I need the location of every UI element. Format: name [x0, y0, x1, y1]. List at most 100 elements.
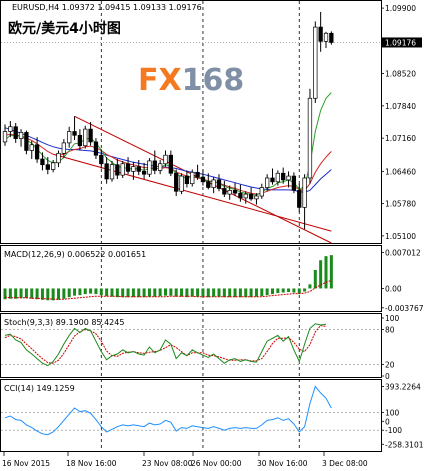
candle-body-61 [329, 32, 334, 43]
time-tick-label-2: 23 Nov 08:00 [142, 459, 193, 468]
current-price-badge [382, 37, 422, 48]
candle-59 [318, 11, 323, 52]
macd-bar-59 [319, 260, 323, 289]
watermark-168: 168 [182, 63, 245, 98]
candle-61 [329, 31, 334, 45]
candle-8 [45, 157, 50, 175]
candle-21 [115, 159, 120, 179]
stoch-main-line [4, 323, 327, 367]
macd-bar-6 [35, 288, 39, 300]
macd-tick-label-1: 0.00 [385, 284, 402, 293]
candle-body-23 [125, 163, 131, 172]
candle-55 [297, 183, 302, 213]
macd-bar-44 [238, 288, 242, 298]
macd-bar-18 [99, 288, 103, 296]
candle-body-10 [56, 152, 61, 164]
macd-tick-label-0: 0.007012 [385, 249, 421, 258]
macd-bar-26 [142, 288, 146, 298]
watermark-fx: FX [138, 63, 182, 98]
candle-body-25 [136, 166, 141, 172]
candle-45 [243, 191, 248, 204]
macd-bar-16 [89, 288, 93, 294]
candle-57 [307, 88, 313, 184]
macd-bar-52 [281, 288, 285, 293]
price-tick-label-0: 1.09900 [385, 4, 416, 13]
candle-body-39 [211, 179, 216, 188]
macd-bar-28 [153, 288, 157, 297]
candle-body-29 [158, 163, 163, 171]
candle-body-4 [24, 132, 29, 151]
macd-bar-15 [83, 288, 87, 295]
candle-28 [152, 150, 157, 175]
candle-48 [259, 183, 264, 199]
candle-46 [248, 187, 254, 201]
candle-18 [99, 149, 104, 169]
cci-tick-label-3: -100 [385, 426, 402, 435]
macd-signal-line [4, 279, 332, 300]
macd-bar-32 [174, 288, 178, 297]
candle-37 [200, 169, 206, 186]
watermark-logo: FX168 [138, 63, 244, 98]
current-price-label: 1.09176 [385, 38, 416, 47]
macd-bar-17 [94, 288, 98, 295]
macd-bar-57 [308, 284, 312, 289]
macd-bar-39 [212, 288, 216, 297]
candle-body-57 [307, 97, 313, 179]
candle-43 [232, 182, 238, 197]
candle-4 [24, 130, 29, 155]
symbol-caption: EURUSD,H4 1.09372 1.09415 1.09133 1.0917… [12, 3, 202, 12]
candle-body-41 [222, 188, 227, 195]
stoch-tick-label-3: 0 [385, 372, 390, 381]
candle-body-11 [61, 142, 66, 154]
candle-body-60 [323, 32, 329, 42]
price-tick-label-5: 1.05780 [385, 200, 416, 209]
macd-bar-49 [265, 288, 269, 296]
candle-12 [67, 126, 72, 148]
candle-33 [179, 173, 184, 195]
macd-bar-37 [201, 288, 205, 297]
macd-bar-35 [190, 288, 194, 297]
macd-panel[interactable] [0, 245, 382, 312]
candle-body-8 [45, 164, 50, 170]
candle-body-28 [152, 160, 157, 171]
candle-38 [206, 173, 211, 190]
macd-tick-label-2: -0.003767 [385, 304, 424, 313]
macd-bar-47 [254, 288, 258, 297]
candle-body-58 [313, 26, 318, 99]
macd-bar-48 [260, 288, 264, 297]
stoch-label: Stoch(9,3,3) 89.1900 85.4245 [4, 318, 124, 327]
candle-47 [254, 193, 259, 205]
macd-bar-8 [46, 288, 50, 301]
candle-6 [34, 137, 40, 163]
candle-23 [125, 157, 131, 175]
macd-bar-56 [303, 288, 307, 292]
candle-26 [141, 162, 147, 179]
candle-body-17 [93, 141, 99, 156]
macd-indicator: 0.007012 0.00 -0.003767 [3, 249, 424, 313]
candle-5 [29, 140, 34, 160]
candle-body-53 [286, 175, 291, 181]
candle-56 [302, 174, 307, 230]
candle-body-35 [190, 171, 195, 185]
candle-36 [195, 164, 200, 180]
macd-bar-11 [62, 288, 66, 299]
macd-bar-34 [185, 288, 189, 298]
macd-bar-7 [40, 288, 44, 300]
candle-body-27 [147, 160, 152, 175]
candle-15 [83, 125, 88, 149]
macd-bar-31 [169, 288, 173, 296]
candle-body-12 [67, 131, 72, 144]
stoch-signal-line [4, 324, 327, 364]
cci-panel[interactable] [0, 379, 382, 452]
price-tick-label-4: 1.06460 [385, 167, 416, 176]
macd-bar-21 [115, 288, 119, 298]
candle-body-21 [115, 164, 120, 176]
ma-slow-line [4, 127, 332, 193]
time-tick-label-3: 26 Nov 00:00 [191, 459, 242, 468]
macd-bar-14 [78, 288, 82, 296]
macd-bar-22 [121, 288, 125, 298]
macd-bar-41 [222, 288, 226, 298]
cci-tick-label-2: 0 [385, 417, 390, 426]
